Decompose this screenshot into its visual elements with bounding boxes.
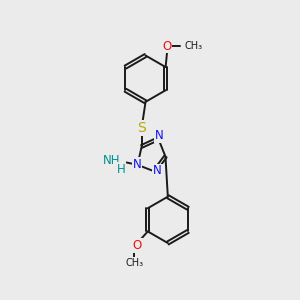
Text: CH₃: CH₃ [184,41,202,51]
Text: N: N [154,129,163,142]
Text: O: O [133,239,142,252]
Text: O: O [163,40,172,53]
Text: CH₃: CH₃ [125,258,143,268]
Text: N: N [153,164,162,177]
Text: NH: NH [103,154,121,167]
Text: H: H [117,163,125,176]
Text: S: S [137,121,146,135]
Text: N: N [133,158,141,171]
